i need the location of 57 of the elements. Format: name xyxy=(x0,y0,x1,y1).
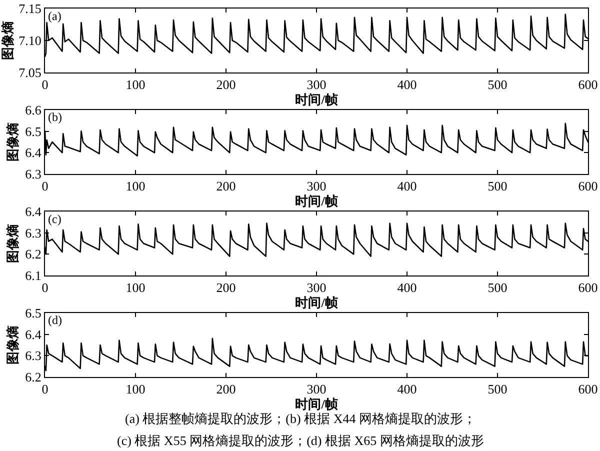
x-axis-title: 时间/帧 xyxy=(295,295,338,310)
x-axis-title: 时间/帧 xyxy=(295,396,338,412)
y-tick-label: 6.5 xyxy=(25,124,42,139)
x-tick-label: 200 xyxy=(216,382,236,397)
chart-title: (a) xyxy=(48,9,62,23)
y-tick-label: 6.6 xyxy=(25,102,42,118)
x-tick-label: 600 xyxy=(578,77,598,92)
x-tick-label: 400 xyxy=(397,77,417,92)
y-tick-label: 7.10 xyxy=(18,33,42,48)
x-tick-label: 500 xyxy=(488,280,508,296)
x-tick-label: 300 xyxy=(306,77,326,92)
x-tick-label: 100 xyxy=(126,280,146,296)
y-tick-label: 6.4 xyxy=(25,204,42,220)
x-tick-label: 300 xyxy=(306,178,326,194)
x-tick-label: 200 xyxy=(216,178,236,194)
chart-title: (b) xyxy=(48,110,62,124)
x-axis-title: 时间/帧 xyxy=(295,92,338,108)
y-axis-title: 图像熵 xyxy=(5,224,20,263)
x-tick-label: 600 xyxy=(578,382,598,397)
x-tick-label: 600 xyxy=(578,178,598,194)
x-tick-label: 300 xyxy=(306,280,326,296)
text: (a) 根据整帧熵提取的波形；(b) 根据 X44 网格熵提取的波形； xyxy=(125,411,476,426)
y-tick-label: 6.3 xyxy=(25,225,42,240)
y-axis-title: 图像熵 xyxy=(5,326,20,364)
x-tick-label: 500 xyxy=(488,178,508,194)
chart-title: (c) xyxy=(48,212,62,226)
x-tick-label: 500 xyxy=(488,77,508,92)
x-tick-label: 200 xyxy=(216,280,236,296)
y-tick-label: 6.1 xyxy=(25,268,42,284)
x-tick-label: 400 xyxy=(397,382,417,397)
x-tick-label: 100 xyxy=(126,178,146,194)
text: (c) 根据 X55 网格熵提取的波形；(d) 根据 X65 网格熵提取的波形 xyxy=(117,433,484,448)
x-tick-label: 0 xyxy=(42,77,48,92)
y-tick-label: 6.4 xyxy=(25,145,42,160)
x-tick-label: 200 xyxy=(216,77,236,92)
x-tick-label: 0 xyxy=(42,280,48,296)
x-tick-label: 400 xyxy=(397,178,417,194)
y-tick-label: 6.5 xyxy=(25,306,42,321)
x-tick-label: 600 xyxy=(578,280,598,296)
x-tick-label: 100 xyxy=(126,77,146,92)
y-axis-title: 图像熵 xyxy=(5,122,20,162)
y-tick-label: 6.3 xyxy=(25,348,42,364)
y-tick-label: 6.3 xyxy=(25,166,42,182)
y-tick-label: 7.15 xyxy=(18,1,42,16)
y-tick-label: 6.2 xyxy=(25,246,42,262)
y-tick-label: 7.05 xyxy=(18,65,42,80)
x-tick-label: 100 xyxy=(126,382,146,397)
y-tick-label: 6.4 xyxy=(25,326,42,342)
x-tick-label: 300 xyxy=(306,382,326,397)
x-tick-label: 500 xyxy=(488,382,508,397)
x-tick-label: 400 xyxy=(397,280,417,296)
x-tick-label: 0 xyxy=(42,382,48,397)
y-tick-label: 6.2 xyxy=(25,370,42,385)
x-tick-label: 0 xyxy=(42,178,48,194)
chart-title: (d) xyxy=(48,313,62,327)
y-axis-title: 图像熵 xyxy=(0,21,15,60)
x-axis-title: 时间/帧 xyxy=(295,194,338,209)
